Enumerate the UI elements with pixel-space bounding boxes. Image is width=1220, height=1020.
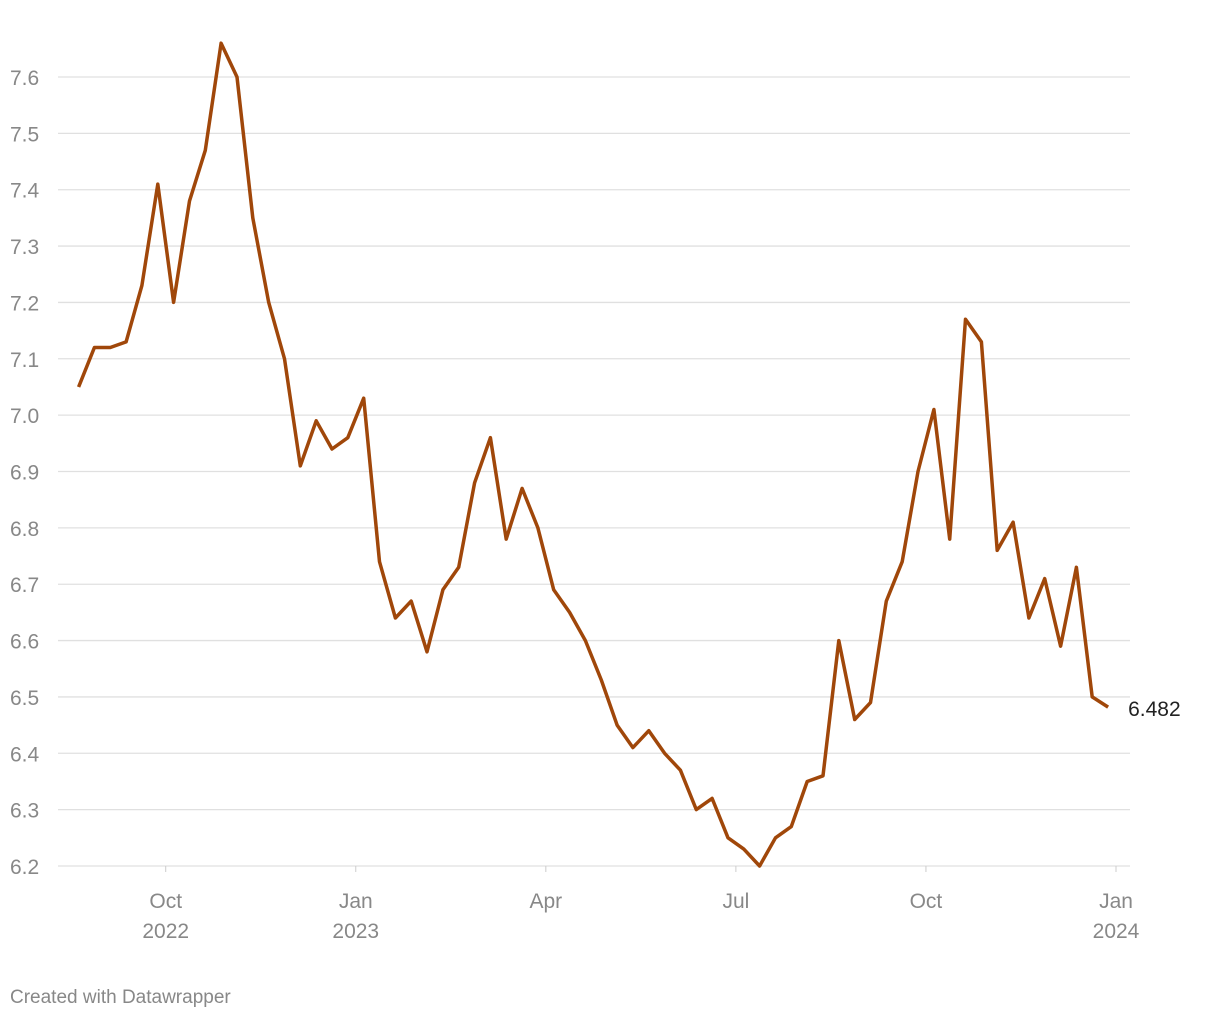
- end-value-label: 6.482: [1128, 698, 1181, 721]
- y-tick-label: 7.5: [10, 123, 39, 146]
- line: [76, 41, 1110, 868]
- x-tick-label: Jan 2023: [332, 890, 379, 943]
- x-tick-label: Jul: [722, 890, 749, 913]
- x-tick-label-line: Oct: [149, 890, 182, 913]
- y-tick-label: 6.6: [10, 631, 39, 654]
- y-tick-label: 7.2: [10, 292, 39, 315]
- x-tick-label-line: 2022: [142, 920, 189, 943]
- x-tick-label-line: Jul: [722, 890, 749, 913]
- y-tick-label: 6.2: [10, 856, 39, 879]
- y-tick-label: 7.4: [10, 180, 40, 203]
- x-tick-label-line: Jan: [1099, 890, 1133, 913]
- x-tick-label: Oct 2022: [142, 890, 189, 943]
- x-tick-label-line: 2023: [332, 920, 379, 943]
- y-tick-label: 6.7: [10, 574, 39, 597]
- y-tick-label: 6.9: [10, 462, 39, 485]
- y-tick-label: 7.3: [10, 236, 39, 259]
- x-tick-label: Jan 2024: [1093, 890, 1140, 943]
- x-tick-label-line: Oct: [910, 890, 943, 913]
- y-tick-label: 6.5: [10, 687, 39, 710]
- credit: Created with Datawrapper: [10, 987, 231, 1008]
- y-tick-label: 6.8: [10, 518, 39, 541]
- y-tick-label: 6.3: [10, 800, 39, 823]
- x-tick-label-line: Apr: [529, 890, 562, 913]
- x-tick-label-line: 2024: [1093, 920, 1140, 943]
- y-tick-label: 6.4: [10, 743, 40, 766]
- x-tick-label-line: Jan: [339, 890, 373, 913]
- x-tick-label: Oct: [910, 890, 943, 913]
- x-tick-label: Apr: [529, 890, 562, 913]
- y-tick-label: 7.6: [10, 67, 39, 90]
- y-tick-label: 7.1: [10, 349, 39, 372]
- y-tick-label: 7.0: [10, 405, 39, 428]
